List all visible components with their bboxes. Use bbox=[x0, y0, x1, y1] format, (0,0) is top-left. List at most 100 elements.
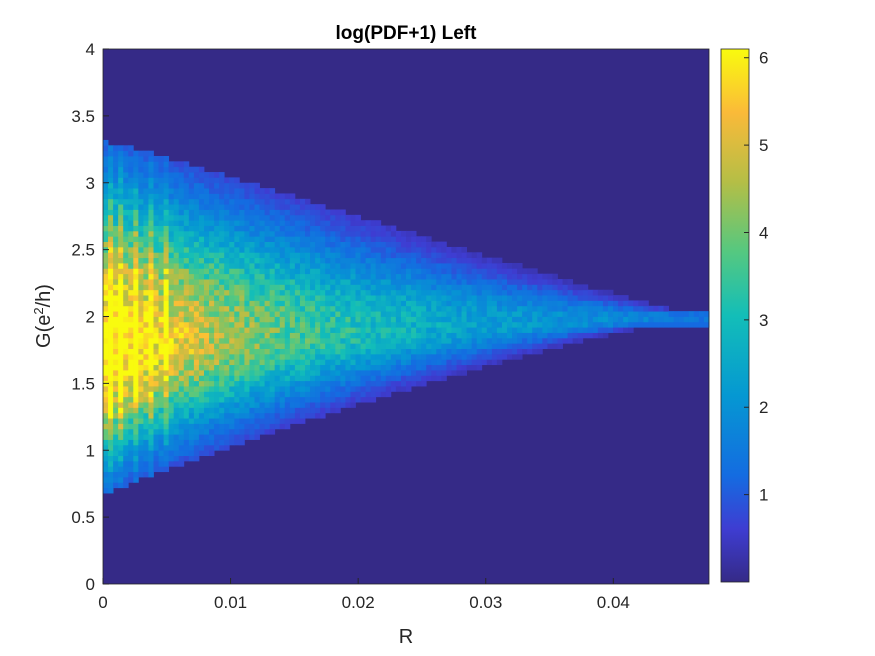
heatmap-cell bbox=[355, 295, 361, 301]
heatmap-cell bbox=[517, 273, 523, 280]
heatmap-cell bbox=[325, 225, 331, 232]
heatmap-cell bbox=[224, 225, 230, 232]
heatmap-cell bbox=[163, 204, 170, 210]
heatmap-cell bbox=[274, 230, 281, 237]
heatmap-cell bbox=[229, 321, 235, 328]
heatmap-cell bbox=[254, 225, 260, 232]
heatmap-cell bbox=[335, 284, 341, 291]
heatmap-cell bbox=[128, 145, 134, 152]
heatmap-cell bbox=[330, 348, 336, 355]
heatmap-cell bbox=[198, 230, 205, 237]
heatmap-cell bbox=[486, 316, 493, 323]
heatmap-cell bbox=[486, 284, 493, 291]
heatmap-cell bbox=[113, 188, 119, 194]
heatmap-cell bbox=[168, 337, 175, 344]
heatmap-cell bbox=[234, 418, 240, 424]
heatmap-cell bbox=[168, 177, 175, 184]
heatmap-cell bbox=[395, 263, 402, 269]
heatmap-cell bbox=[411, 252, 417, 259]
heatmap-cell bbox=[143, 150, 149, 157]
heatmap-cell bbox=[113, 434, 119, 440]
heatmap-cell bbox=[229, 273, 235, 280]
heatmap-cell bbox=[557, 327, 563, 333]
heatmap-cell bbox=[436, 279, 442, 285]
heatmap-cell bbox=[269, 359, 276, 366]
heatmap-cell bbox=[532, 337, 538, 344]
y-axis-title-tail: /h) bbox=[33, 284, 55, 307]
heatmap-cell bbox=[335, 225, 341, 232]
heatmap-cell bbox=[188, 375, 195, 382]
heatmap-cell bbox=[310, 380, 316, 387]
heatmap-cell bbox=[148, 391, 154, 398]
heatmap-cell bbox=[234, 241, 240, 248]
heatmap-cell bbox=[234, 407, 240, 414]
heatmap-cell bbox=[355, 337, 361, 344]
heatmap-cell bbox=[284, 209, 291, 216]
heatmap-cell bbox=[370, 375, 377, 382]
heatmap-cell bbox=[188, 391, 195, 398]
heatmap-cell bbox=[370, 311, 377, 317]
heatmap-cell bbox=[471, 321, 478, 328]
heatmap-cell bbox=[340, 327, 346, 333]
heatmap-cell bbox=[183, 289, 190, 296]
heatmap-cell bbox=[294, 386, 301, 392]
heatmap-cell bbox=[653, 321, 659, 328]
heatmap-cell bbox=[416, 241, 422, 248]
heatmap-cell bbox=[254, 230, 260, 237]
heatmap-cell bbox=[158, 236, 164, 242]
heatmap-cell bbox=[234, 263, 240, 269]
heatmap-cell bbox=[335, 268, 341, 275]
heatmap-cell bbox=[532, 289, 538, 296]
y-axis-title-sup: 2 bbox=[31, 307, 46, 314]
heatmap-cell bbox=[274, 348, 281, 355]
heatmap-cell bbox=[193, 343, 200, 349]
heatmap-cell bbox=[163, 289, 170, 296]
heatmap-cell bbox=[168, 455, 175, 462]
heatmap-cell bbox=[390, 348, 397, 355]
heatmap-cell bbox=[305, 257, 311, 264]
heatmap-cell bbox=[244, 241, 250, 248]
heatmap-cell bbox=[113, 482, 119, 489]
heatmap-cell bbox=[148, 268, 154, 275]
heatmap-cell bbox=[284, 407, 291, 414]
heatmap-cell bbox=[325, 396, 331, 403]
heatmap-cell bbox=[173, 311, 180, 317]
heatmap-cell bbox=[395, 343, 402, 349]
heatmap-cell bbox=[552, 337, 558, 344]
heatmap-cell bbox=[244, 311, 250, 317]
heatmap-cell bbox=[204, 337, 210, 344]
heatmap-cell bbox=[517, 263, 523, 269]
heatmap-cell bbox=[234, 300, 240, 307]
heatmap-cell bbox=[108, 402, 114, 408]
heatmap-cell bbox=[315, 236, 321, 242]
heatmap-cell bbox=[380, 305, 387, 312]
heatmap-cell bbox=[118, 289, 124, 296]
heatmap-cell bbox=[527, 327, 533, 333]
heatmap-cell bbox=[198, 332, 205, 339]
heatmap-cell bbox=[138, 220, 144, 226]
heatmap-cell bbox=[294, 263, 301, 269]
heatmap-cell bbox=[138, 466, 144, 473]
heatmap-cell bbox=[188, 263, 195, 269]
heatmap-cell bbox=[219, 343, 225, 349]
heatmap-cell bbox=[325, 364, 331, 371]
heatmap-cell bbox=[168, 386, 175, 392]
heatmap-cell bbox=[219, 268, 225, 275]
heatmap-cell bbox=[219, 204, 225, 210]
heatmap-cell bbox=[103, 407, 109, 414]
heatmap-cell bbox=[148, 257, 154, 264]
heatmap-cell bbox=[214, 279, 220, 285]
heatmap-cell bbox=[330, 327, 336, 333]
heatmap-cell bbox=[138, 327, 144, 333]
heatmap-cell bbox=[264, 364, 271, 371]
heatmap-cell bbox=[279, 204, 286, 210]
heatmap-cell bbox=[562, 316, 568, 323]
heatmap-cell bbox=[441, 353, 447, 360]
heatmap-cell bbox=[284, 289, 291, 296]
heatmap-cell bbox=[350, 343, 356, 349]
heatmap-cell bbox=[299, 386, 306, 392]
heatmap-cell bbox=[274, 364, 281, 371]
heatmap-cell bbox=[446, 305, 452, 312]
heatmap-cell bbox=[638, 316, 644, 323]
heatmap-cell bbox=[103, 487, 109, 494]
